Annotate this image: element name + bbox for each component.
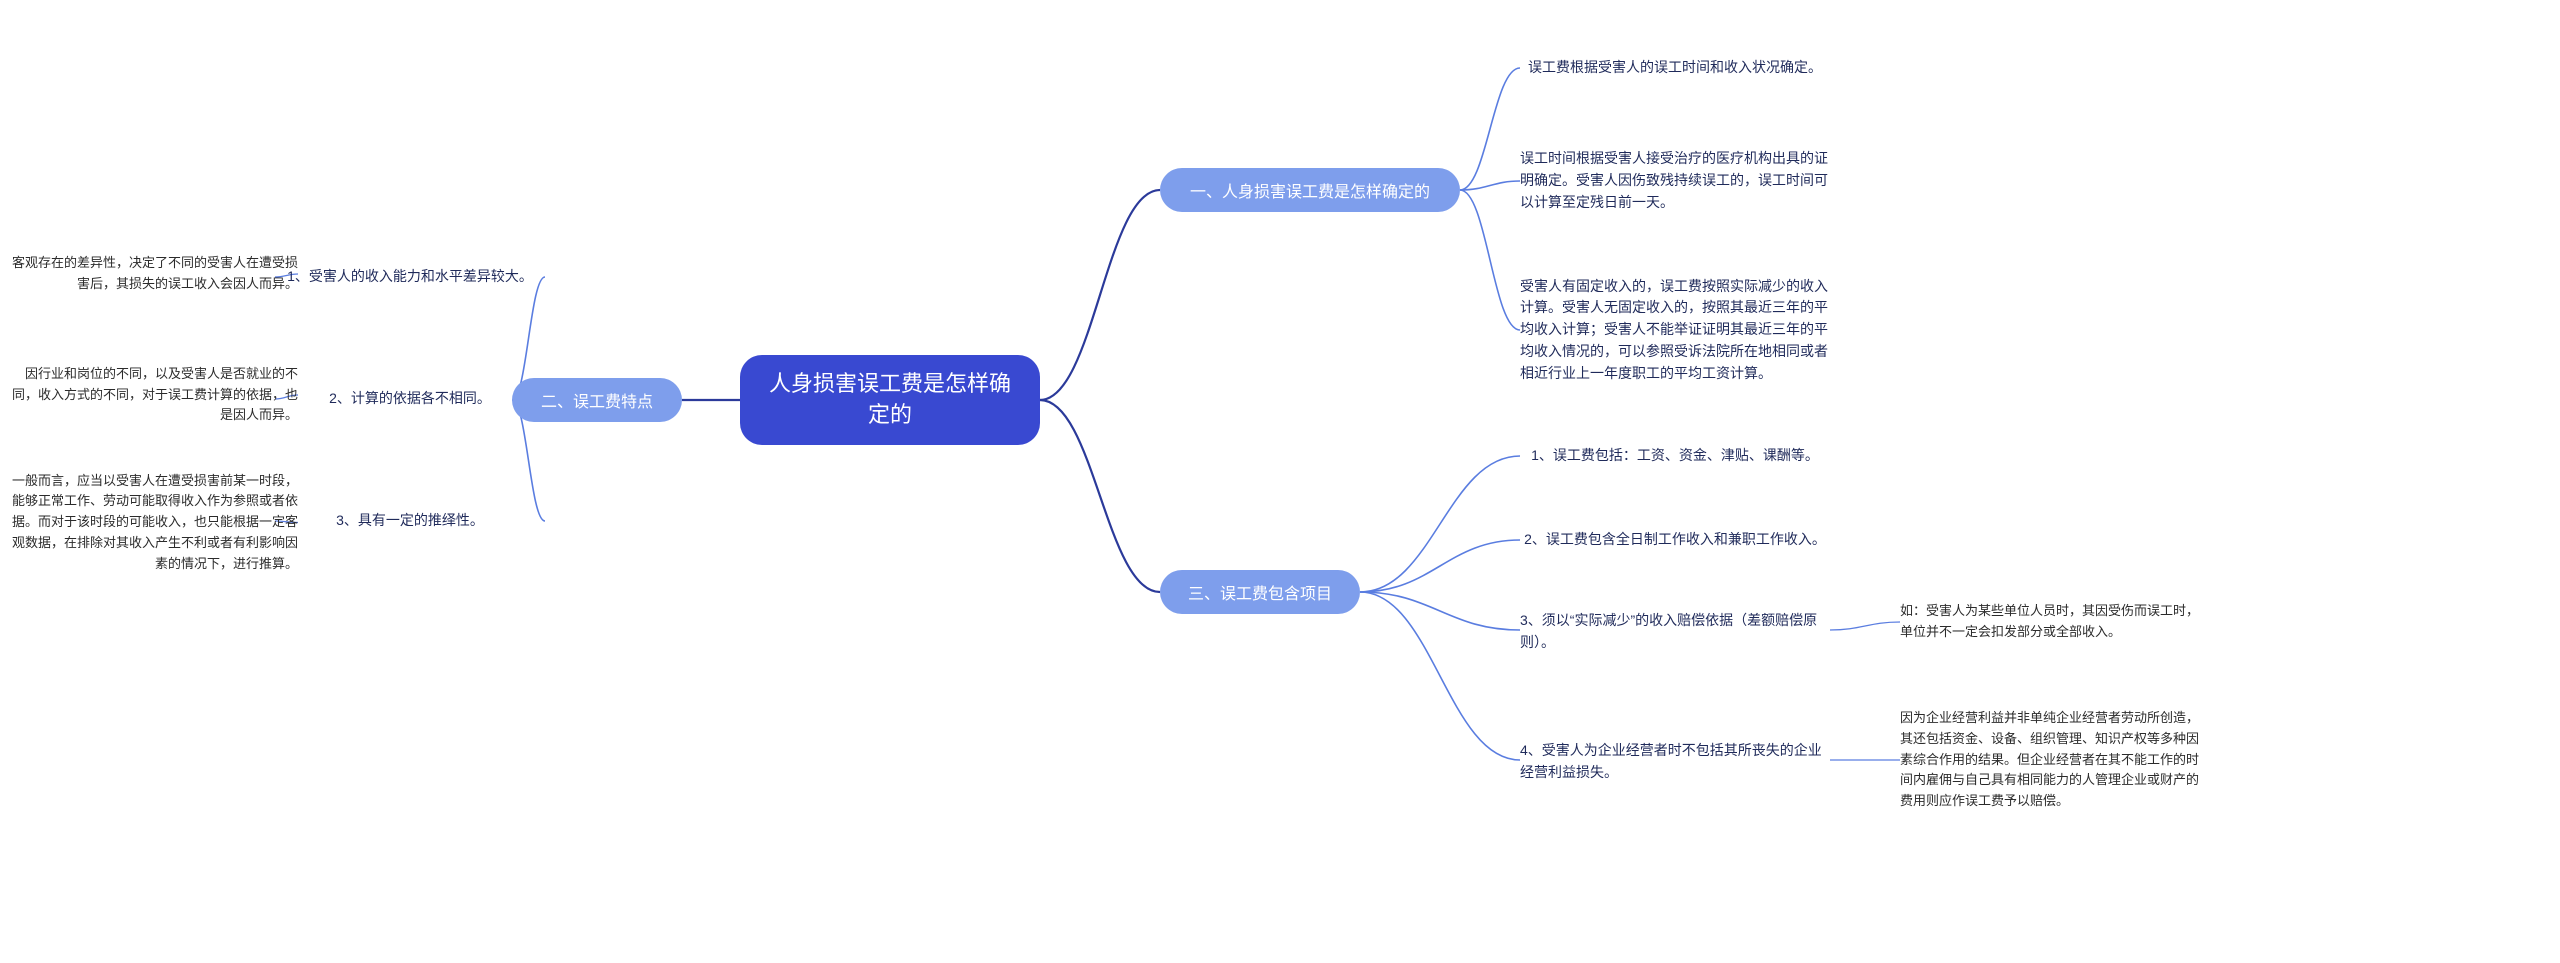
sub-b3s3-text: 3、须以“实际减少”的收入赔偿依据（差额赔偿原则）。	[1520, 610, 1830, 653]
leaf-b2s2l-text: 因行业和岗位的不同，以及受害人是否就业的不同，收入方式的不同，对于误工费计算的依…	[8, 364, 298, 426]
leaf-b2s3l: 一般而言，应当以受害人在遭受损害前某一时段，能够正常工作、劳动可能取得收入作为参…	[8, 470, 298, 575]
leaf-b2s3l-text: 一般而言，应当以受害人在遭受损害前某一时段，能够正常工作、劳动可能取得收入作为参…	[8, 471, 298, 575]
sub-b2s1-text: 1、受害人的收入能力和水平差异较大。	[287, 266, 533, 288]
sub-b1s2: 误工时间根据受害人接受治疗的医疗机构出具的证明确定。受害人因伤致残持续误工的，误…	[1520, 148, 1830, 214]
sub-b2s2-text: 2、计算的依据各不相同。	[329, 388, 491, 410]
sub-b3s1: 1、误工费包括：工资、资金、津贴、课酬等。	[1520, 436, 1830, 476]
edge	[1360, 592, 1520, 760]
edge	[1040, 400, 1160, 592]
mindmap-canvas: 人身损害误工费是怎样确定的 一、人身损害误工费是怎样确定的 二、误工费特点 三、…	[0, 0, 2560, 963]
edge	[1360, 540, 1520, 592]
branch-1: 一、人身损害误工费是怎样确定的	[1160, 168, 1460, 212]
edge	[1360, 592, 1520, 630]
sub-b1s3-text: 受害人有固定收入的，误工费按照实际减少的收入计算。受害人无固定收入的，按照其最近…	[1520, 276, 1830, 384]
branch-3-label: 三、误工费包含项目	[1188, 580, 1332, 604]
edge	[1830, 622, 1900, 630]
sub-b2s2: 2、计算的依据各不相同。	[275, 388, 545, 410]
root-label: 人身损害误工费是怎样确定的	[768, 369, 1012, 431]
sub-b3s1-text: 1、误工费包括：工资、资金、津贴、课酬等。	[1531, 445, 1819, 467]
sub-b3s4-text: 4、受害人为企业经营者时不包括其所丧失的企业经营利益损失。	[1520, 740, 1830, 783]
sub-b3s4: 4、受害人为企业经营者时不包括其所丧失的企业经营利益损失。	[1520, 740, 1830, 783]
sub-b3s3: 3、须以“实际减少”的收入赔偿依据（差额赔偿原则）。	[1520, 610, 1830, 653]
edge	[1360, 456, 1520, 592]
sub-b1s2-text: 误工时间根据受害人接受治疗的医疗机构出具的证明确定。受害人因伤致残持续误工的，误…	[1520, 148, 1830, 213]
root-node: 人身损害误工费是怎样确定的	[740, 355, 1040, 445]
leaf-b3s3l-text: 如：受害人为某些单位人员时，其因受伤而误工时，单位并不一定会扣发部分或全部收入。	[1900, 601, 2210, 643]
leaf-b3s4l-text: 因为企业经营利益并非单纯企业经营者劳动所创造，其还包括资金、设备、组织管理、知识…	[1900, 708, 2210, 812]
leaf-b3s4l: 因为企业经营利益并非单纯企业经营者劳动所创造，其还包括资金、设备、组织管理、知识…	[1900, 700, 2210, 820]
sub-b2s3: 3、具有一定的推绎性。	[275, 510, 545, 532]
sub-b3s2: 2、误工费包含全日制工作收入和兼职工作收入。	[1520, 520, 1830, 560]
edge	[1460, 68, 1520, 190]
leaf-b2s2l: 因行业和岗位的不同，以及受害人是否就业的不同，收入方式的不同，对于误工费计算的依…	[8, 362, 298, 428]
leaf-b2s1l-text: 客观存在的差异性，决定了不同的受害人在遭受损害后，其损失的误工收入会因人而异。	[8, 253, 298, 295]
branch-1-label: 一、人身损害误工费是怎样确定的	[1190, 178, 1430, 202]
leaf-b2s1l: 客观存在的差异性，决定了不同的受害人在遭受损害后，其损失的误工收入会因人而异。	[8, 252, 298, 296]
branch-3: 三、误工费包含项目	[1160, 570, 1360, 614]
sub-b2s3-text: 3、具有一定的推绎性。	[336, 510, 484, 532]
edge	[1460, 190, 1520, 330]
sub-b1s1-text: 误工费根据受害人的误工时间和收入状况确定。	[1528, 57, 1822, 79]
leaf-b3s3l: 如：受害人为某些单位人员时，其因受伤而误工时，单位并不一定会扣发部分或全部收入。	[1900, 600, 2210, 644]
sub-b1s3: 受害人有固定收入的，误工费按照实际减少的收入计算。受害人无固定收入的，按照其最近…	[1520, 270, 1830, 390]
branch-2-label: 二、误工费特点	[541, 388, 653, 412]
sub-b3s2-text: 2、误工费包含全日制工作收入和兼职工作收入。	[1524, 529, 1826, 551]
edge	[1460, 181, 1520, 190]
sub-b2s1: 1、受害人的收入能力和水平差异较大。	[275, 266, 545, 288]
sub-b1s1: 误工费根据受害人的误工时间和收入状况确定。	[1520, 48, 1830, 88]
edge	[1040, 190, 1160, 400]
